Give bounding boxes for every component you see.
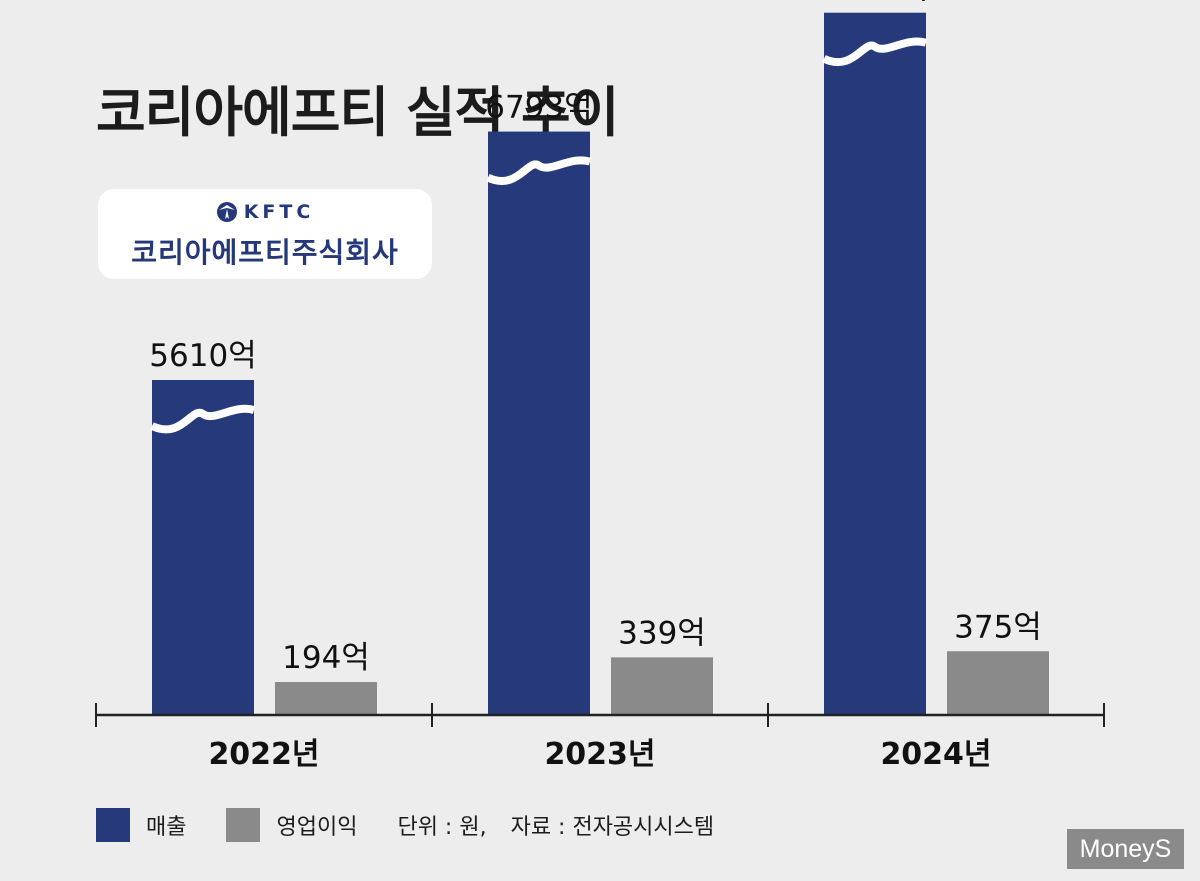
bar-sales-2 [488,131,590,715]
category-label-1: 2022년 [208,737,319,772]
value-label-sales-2: 6793억 [485,90,592,126]
kftc-emblem-icon [216,202,237,222]
legend-label-sales: 매출 [146,815,187,840]
kftc-logo: KFTC [98,201,432,223]
legend-label-operating-profit: 영업이익 [276,815,358,840]
logo-company-name: 코리아에프티주식회사 [131,236,399,269]
unit-note: 단위 : 원, [397,815,487,840]
value-label-sales-1: 5610억 [149,338,256,374]
logo-mark-text: KFTC [243,201,315,223]
bar-operating-profit-1 [275,682,377,715]
axis-break-mark-2 [486,156,592,185]
value-label-operating-profit-2: 339억 [618,615,706,651]
axis-break-mark-3 [822,37,928,67]
bar-sales-3 [824,12,926,715]
bar-sales-1 [152,380,254,715]
legend: 매출 영업이익 단위 : 원, 자료 : 전자공시시스템 [96,808,714,842]
category-label-3: 2024년 [880,737,991,772]
bar-chart: 5610억 194억 6793억 339억 7359억 375억 2022년 2023년 20… [95,0,1105,772]
legend-item-operating-profit: 영업이익 [226,808,357,842]
legend-swatch-sales [96,808,130,842]
axis-break-mark-1 [150,404,256,434]
value-label-sales-3: 7359억 [821,0,928,7]
company-logo-card: KFTC 코리아에프티주식회사 [98,189,432,279]
value-label-operating-profit-1: 194억 [282,640,370,676]
source-note: 자료 : 전자공시시스템 [510,815,715,840]
category-label-2: 2023년 [544,737,655,772]
bar-operating-profit-2 [611,657,713,715]
legend-swatch-operating-profit [226,808,261,842]
legend-item-sales: 매출 [96,808,186,842]
value-label-operating-profit-3: 375억 [954,609,1042,645]
publisher-watermark: MoneyS [1067,829,1184,869]
bar-operating-profit-3 [947,651,1049,715]
